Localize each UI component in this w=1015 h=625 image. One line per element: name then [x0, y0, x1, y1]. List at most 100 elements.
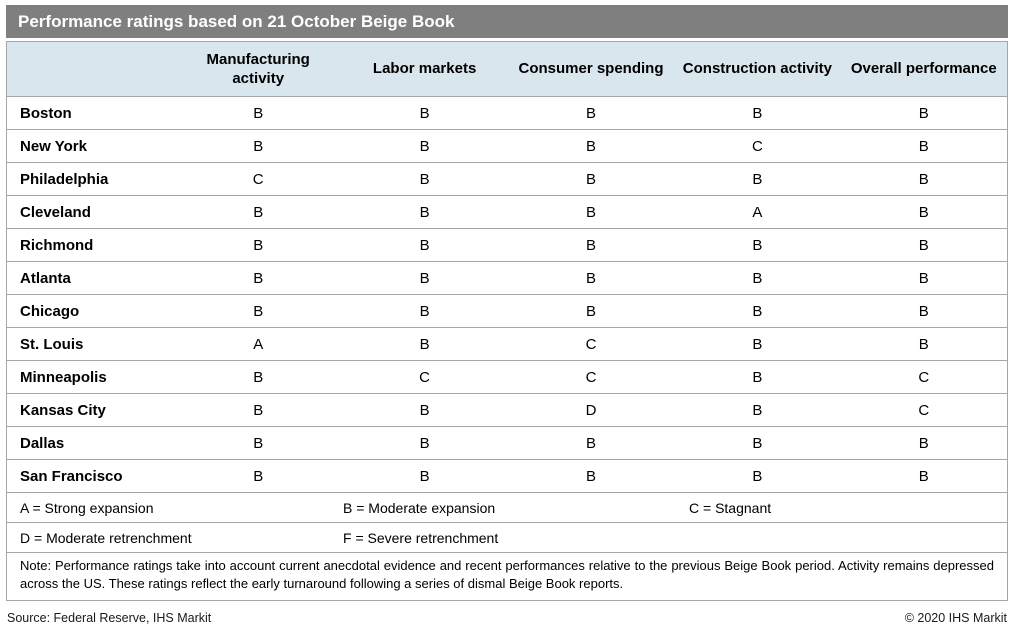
legend-item-b: B = Moderate expansion — [343, 499, 496, 516]
rating-cell: B — [585, 434, 596, 452]
ratings-table: Manufacturing activity Labor markets Con… — [6, 41, 1008, 601]
rating-cell: B — [752, 434, 763, 452]
column-header-overall: Overall performance — [850, 60, 997, 78]
legend-item-f: F = Severe retrenchment — [343, 529, 499, 546]
column-header-consumer: Consumer spending — [518, 60, 664, 78]
rating-cell: C — [918, 368, 930, 386]
rating-cell: B — [918, 467, 929, 485]
rating-cell: B — [585, 467, 596, 485]
legend-item-empty — [676, 523, 1007, 552]
rating-cell: B — [419, 170, 430, 188]
district-label: Cleveland — [20, 203, 91, 221]
table-row-chicago: Chicago B B B B B — [7, 294, 1007, 327]
rating-cell: B — [918, 302, 929, 320]
legend-item-c: C = Stagnant — [689, 499, 772, 516]
column-header-manufacturing: Manufacturing activity — [206, 50, 310, 88]
rating-cell: B — [585, 203, 596, 221]
rating-cell: C — [751, 137, 763, 155]
district-label: San Francisco — [20, 467, 123, 485]
rating-cell: B — [419, 236, 430, 254]
rating-cell: B — [752, 104, 763, 122]
rating-cell: D — [585, 401, 597, 419]
rating-cell: B — [585, 236, 596, 254]
table-note: Note: Performance ratings take into acco… — [7, 552, 1007, 600]
rating-cell: B — [918, 236, 929, 254]
figure-title-bar: Performance ratings based on 21 October … — [6, 5, 1008, 38]
rating-cell: B — [253, 236, 264, 254]
rating-cell: B — [752, 170, 763, 188]
table-row-richmond: Richmond B B B B B — [7, 228, 1007, 261]
rating-cell: B — [752, 368, 763, 386]
legend-item-d: D = Moderate retrenchment — [20, 529, 192, 546]
rating-cell: B — [585, 302, 596, 320]
rating-cell: B — [585, 269, 596, 287]
table-row-dallas: Dallas B B B B B — [7, 426, 1007, 459]
rating-cell: B — [253, 269, 264, 287]
rating-cell: B — [585, 104, 596, 122]
rating-cell: A — [253, 335, 264, 353]
table-row-philadelphia: Philadelphia C B B B B — [7, 162, 1007, 195]
district-label: Boston — [20, 104, 72, 122]
district-label: Richmond — [20, 236, 94, 254]
rating-cell: A — [752, 203, 763, 221]
rating-cell: B — [253, 104, 264, 122]
table-row-atlanta: Atlanta B B B B B — [7, 261, 1007, 294]
rating-cell: B — [918, 335, 929, 353]
rating-cell: B — [918, 170, 929, 188]
district-label: Dallas — [20, 434, 65, 452]
rating-cell: B — [253, 302, 264, 320]
rating-cell: B — [419, 434, 430, 452]
figure-title: Performance ratings based on 21 October … — [18, 11, 455, 31]
rating-cell: B — [419, 401, 430, 419]
rating-cell: C — [585, 335, 597, 353]
corner-cell — [7, 42, 175, 96]
rating-cell: B — [752, 335, 763, 353]
rating-cell: B — [419, 203, 430, 221]
rating-cell: C — [252, 170, 264, 188]
rating-cell: B — [419, 104, 430, 122]
rating-cell: B — [253, 368, 264, 386]
rating-cell: B — [752, 236, 763, 254]
rating-cell: B — [253, 401, 264, 419]
legend-item-a: A = Strong expansion — [20, 499, 154, 516]
rating-cell: B — [585, 170, 596, 188]
rating-cell: B — [419, 137, 430, 155]
rating-cell: B — [918, 137, 929, 155]
table-row-san-francisco: San Francisco B B B B B — [7, 459, 1007, 492]
rating-cell: B — [752, 302, 763, 320]
copyright-text: © 2020 IHS Markit — [904, 610, 1007, 625]
rating-cell: B — [253, 137, 264, 155]
rating-cell: B — [752, 401, 763, 419]
rating-cell: B — [419, 467, 430, 485]
column-header-construction: Construction activity — [682, 60, 832, 78]
district-label: Atlanta — [20, 269, 71, 287]
rating-cell: B — [253, 434, 264, 452]
rating-cell: C — [585, 368, 597, 386]
table-row-boston: Boston B B B B B — [7, 96, 1007, 129]
rating-cell: B — [752, 467, 763, 485]
district-label: New York — [20, 137, 87, 155]
figure-footer: Source: Federal Reserve, IHS Markit © 20… — [6, 601, 1008, 625]
table-header-row: Manufacturing activity Labor markets Con… — [7, 42, 1007, 96]
district-label: Minneapolis — [20, 368, 107, 386]
rating-cell: B — [918, 104, 929, 122]
column-header-labor: Labor markets — [372, 60, 477, 78]
title-header-gap — [6, 38, 1008, 41]
table-row-minneapolis: Minneapolis B C C B C — [7, 360, 1007, 393]
district-label: St. Louis — [20, 335, 84, 353]
table-row-new-york: New York B B B C B — [7, 129, 1007, 162]
table-row-kansas-city: Kansas City B B D B C — [7, 393, 1007, 426]
rating-cell: B — [918, 203, 929, 221]
rating-cell: B — [918, 434, 929, 452]
rating-cell: B — [253, 467, 264, 485]
district-label: Philadelphia — [20, 170, 109, 188]
rating-cell: C — [419, 368, 431, 386]
rating-cell: B — [419, 269, 430, 287]
rating-cell: B — [918, 269, 929, 287]
district-label: Chicago — [20, 302, 80, 320]
legend-row-2: D = Moderate retrenchment F = Severe ret… — [7, 522, 1007, 552]
rating-cell: B — [419, 302, 430, 320]
rating-cell: B — [752, 269, 763, 287]
table-row-cleveland: Cleveland B B B A B — [7, 195, 1007, 228]
